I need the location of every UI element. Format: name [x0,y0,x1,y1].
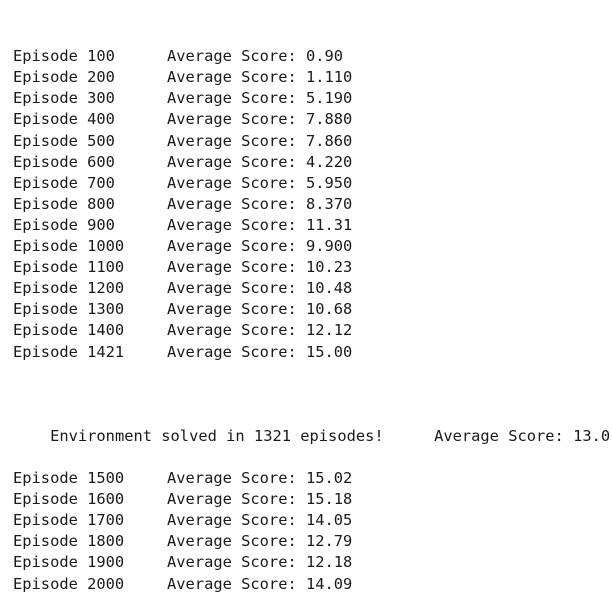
average-score: Average Score: 11.31 [167,215,353,234]
log-line: Episode 1800 Average Score: 12.79 [13,531,608,552]
average-score: Average Score: 5.190 [167,89,353,108]
episode-label: Episode 900 [13,215,115,234]
average-score: Average Score: 1.110 [167,68,353,87]
episode-label: Episode 1700 [13,511,125,530]
average-score: Average Score: 15.00 [167,342,353,361]
log-line: Episode 400 Average Score: 7.880 [13,109,608,130]
episode-label: Episode 300 [13,89,115,108]
log-line: Episode 800 Average Score: 8.370 [13,194,608,215]
average-score: Average Score: 9.900 [167,237,353,256]
average-score: Average Score: 10.23 [167,258,353,277]
average-score: Average Score: 10.48 [167,279,353,298]
episode-label: Episode 400 [13,110,115,129]
log-line: Episode 700 Average Score: 5.950 [13,173,608,194]
average-score: Average Score: 12.18 [167,553,353,572]
average-score: Average Score: 4.220 [167,152,353,171]
episode-label: Episode 1300 [13,300,125,319]
log-line: Episode 1400 Average Score: 12.12 [13,320,608,341]
average-score: Average Score: 7.860 [167,131,353,150]
log-line: Episode 2000 Average Score: 14.09 [13,574,608,595]
solved-line: Environment solved in 1321 episodes! Aver… [13,405,612,445]
log-line: Episode 1500 Average Score: 15.02 [13,468,608,489]
log-line: Episode 500 Average Score: 7.860 [13,131,608,152]
episode-label: Episode 1600 [13,490,125,509]
log-line: Episode 1700 Average Score: 14.05 [13,510,608,531]
episode-label: Episode 600 [13,152,115,171]
episode-label: Episode 1000 [13,237,125,256]
average-score: Average Score: 10.68 [167,300,353,319]
episode-log-after: Episode 1500 Average Score: 15.02 Episode … [13,468,608,595]
average-score: Average Score: 7.880 [167,110,353,129]
average-score: Average Score: 8.370 [167,194,353,213]
episode-label: Episode 200 [13,68,115,87]
episode-label: Episode 1400 [13,321,125,340]
average-score: Average Score: 0.90 [167,47,344,66]
console-output: Episode 100 Average Score: 0.90 Episode 20… [13,4,612,616]
solved-average-score: Average Score: 13.01 [434,426,612,445]
episode-label: Episode 1200 [13,279,125,298]
episode-log-before: Episode 100 Average Score: 0.90 Episode 20… [13,46,608,362]
average-score: Average Score: 15.02 [167,469,353,488]
average-score: Average Score: 12.12 [167,321,353,340]
log-line: Episode 600 Average Score: 4.220 [13,152,608,173]
episode-label: Episode 800 [13,194,115,213]
average-score: Average Score: 15.18 [167,490,353,509]
episode-label: Episode 1421 [13,342,125,361]
episode-label: Episode 2000 [13,574,125,593]
log-line: Episode 1100 Average Score: 10.23 [13,257,608,278]
episode-label: Episode 1500 [13,469,125,488]
episode-label: Episode 1100 [13,258,125,277]
average-score: Average Score: 14.09 [167,574,353,593]
log-line: Episode 100 Average Score: 0.90 [13,46,608,67]
episode-label: Episode 500 [13,131,115,150]
log-line: Episode 1900 Average Score: 12.18 [13,552,608,573]
average-score: Average Score: 5.950 [167,173,353,192]
episode-label: Episode 1900 [13,553,125,572]
episode-label: Episode 1800 [13,532,125,551]
log-line: Episode 1200 Average Score: 10.48 [13,278,608,299]
log-line: Episode 1421 Average Score: 15.00 [13,342,608,363]
episode-label: Episode 100 [13,47,115,66]
average-score: Average Score: 14.05 [167,511,353,530]
log-line: Episode 1000 Average Score: 9.900 [13,236,608,257]
solved-message: Environment solved in 1321 episodes! [50,426,384,445]
episode-label: Episode 700 [13,173,115,192]
average-score: Average Score: 12.79 [167,532,353,551]
log-line: Episode 900 Average Score: 11.31 [13,215,608,236]
log-line: Episode 1600 Average Score: 15.18 [13,489,608,510]
log-line: Episode 1300 Average Score: 10.68 [13,299,608,320]
log-line: Episode 300 Average Score: 5.190 [13,88,608,109]
log-line: Episode 200 Average Score: 1.110 [13,67,608,88]
